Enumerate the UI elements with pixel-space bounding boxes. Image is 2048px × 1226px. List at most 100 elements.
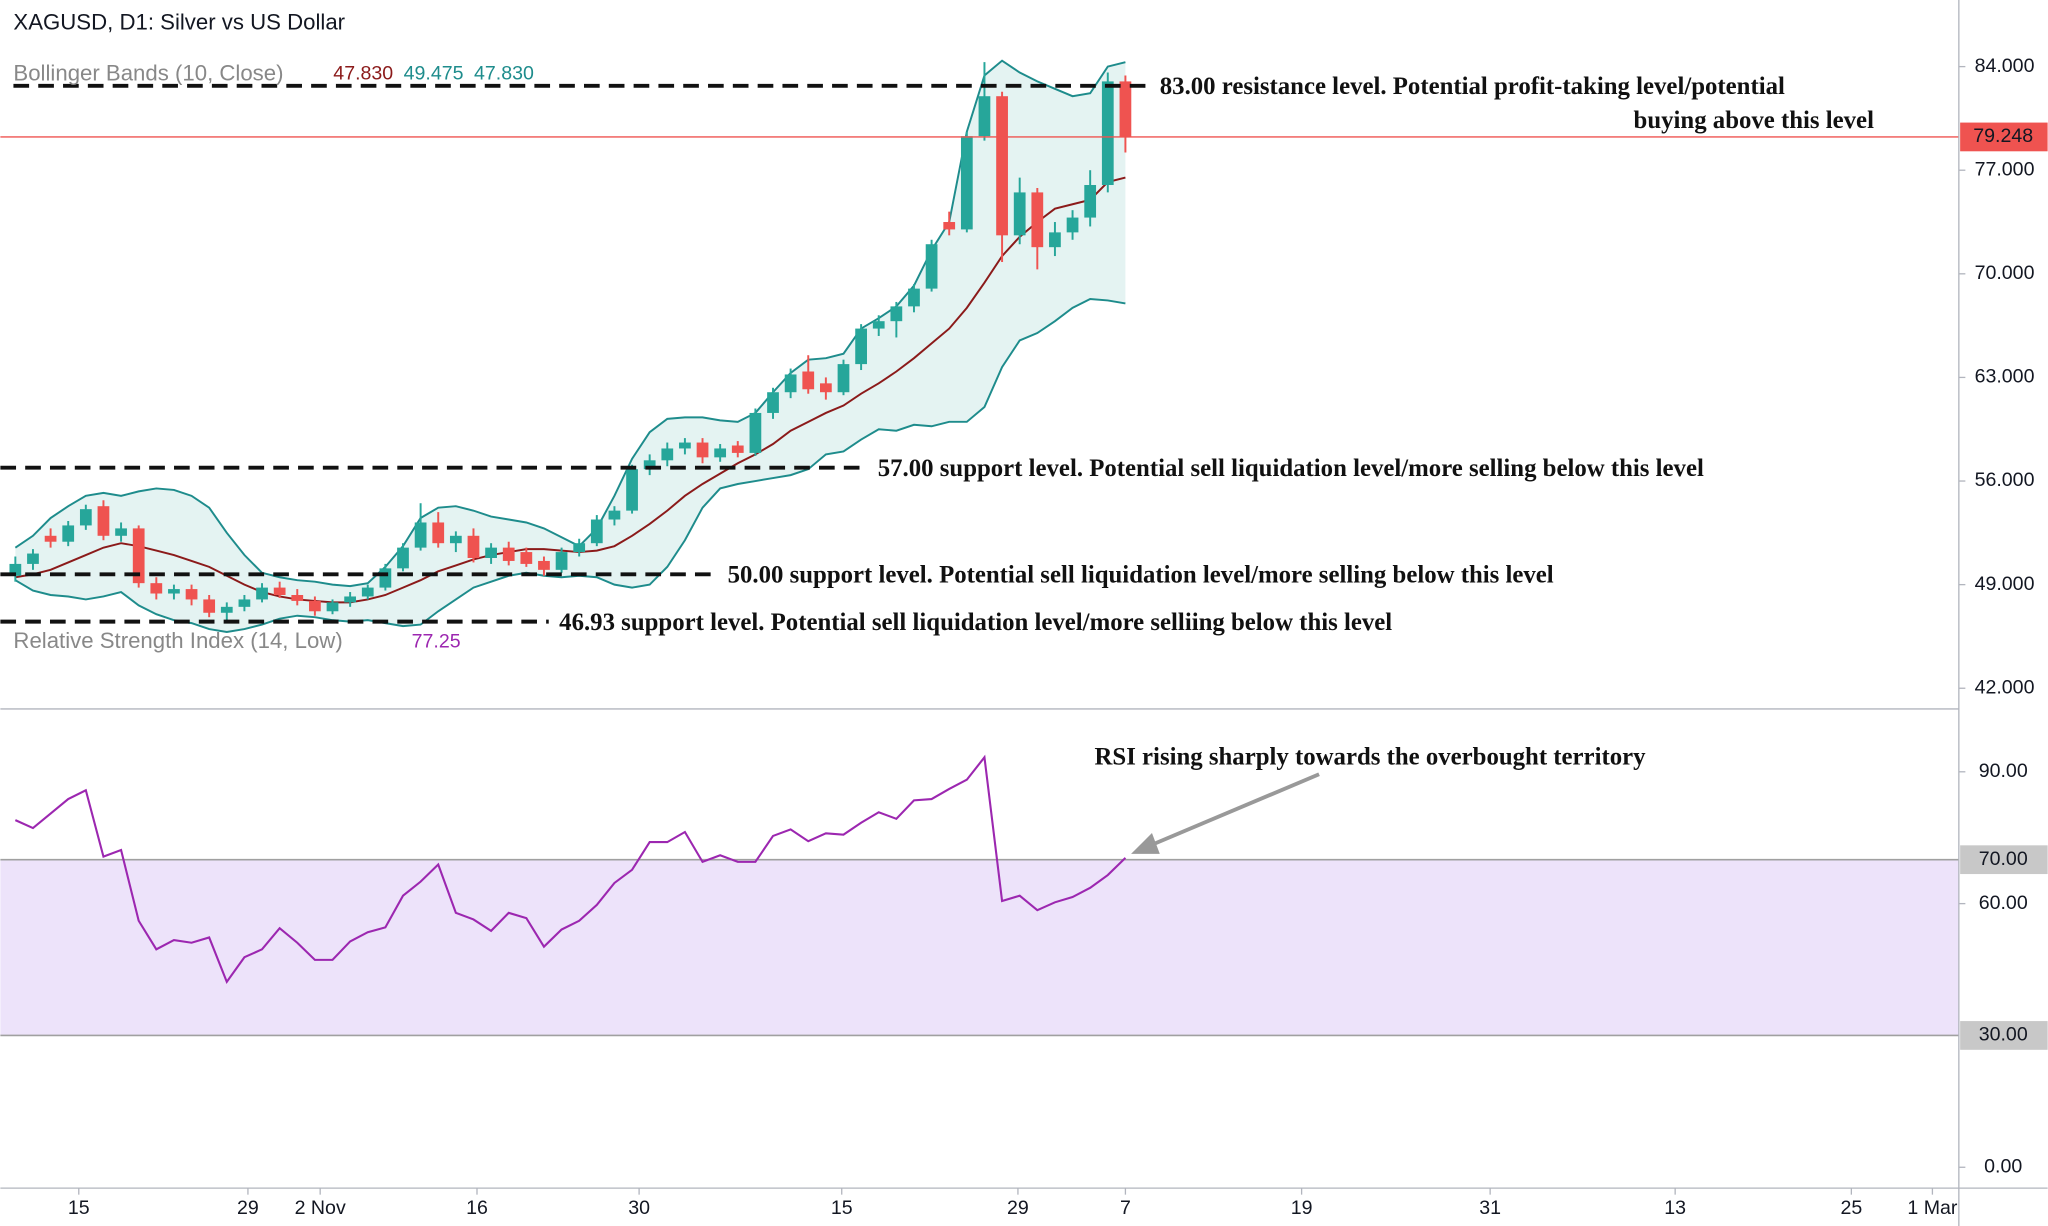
candle-body (943, 222, 956, 230)
candle-body (872, 321, 885, 329)
candle-body (397, 547, 409, 569)
indicator-readout: 49.475 (404, 63, 464, 85)
x-tick-label: 25 (1840, 1197, 1862, 1219)
candle-body (485, 547, 497, 558)
candle-body (79, 509, 92, 526)
x-tick-label: 16 (466, 1197, 488, 1219)
candle-body (802, 371, 815, 390)
candle-body (1119, 81, 1132, 137)
candle-body (538, 560, 550, 570)
rsi-name: Relative Strength Index (14, Low) (13, 628, 342, 653)
candle-body (960, 136, 973, 230)
candle-body (1049, 232, 1061, 248)
candle-body (379, 568, 392, 588)
candle-body (590, 519, 603, 544)
x-tick-label: 19 (1291, 1197, 1313, 1219)
candle-body (784, 374, 797, 393)
candle-body (132, 528, 145, 584)
y-tick-label: 70.000 (1975, 262, 2035, 284)
candle-body (1066, 217, 1079, 233)
band-lower (14, 297, 1126, 633)
candle-body (467, 535, 480, 558)
candle-body (1013, 192, 1026, 236)
candle-body (9, 563, 22, 576)
chart-title: XAGUSD, D1: Silver vs US Dollar (13, 9, 345, 34)
x-tick-label: 29 (1007, 1197, 1029, 1219)
candle-body (908, 288, 920, 307)
rsi-line (14, 754, 1127, 984)
arrow (1151, 772, 1320, 847)
y-tick-label: 60.00 (1979, 892, 2028, 914)
candle-body (819, 383, 832, 393)
last-price-box (1960, 122, 2048, 152)
x-tick-label: 30 (628, 1197, 650, 1219)
candle-body (1031, 192, 1044, 248)
candle-body (44, 535, 57, 542)
candle-body (1101, 81, 1114, 186)
y-tick-label: 77.000 (1975, 158, 2035, 180)
level-annotation: 50.00 support level. Potential sell liqu… (728, 562, 1554, 589)
y-tick-label: 84.000 (1975, 55, 2035, 77)
candle-body (608, 510, 621, 520)
x-tick-label: 31 (1479, 1197, 1501, 1219)
candle-body (238, 599, 251, 607)
candle-body (449, 535, 462, 544)
candle-body (573, 543, 586, 553)
rsi-annotation: RSI rising sharply towards the overbough… (1095, 743, 1647, 770)
candle-body (696, 442, 709, 458)
candle-body (256, 587, 268, 600)
candle-body (626, 469, 638, 511)
rsi-readout: 77.25 (412, 631, 461, 653)
candle-body (62, 525, 75, 542)
rsi-band-box (1960, 845, 2048, 875)
y-tick-label: 56.000 (1975, 469, 2035, 491)
candle-body (520, 552, 533, 564)
y-tick-label: 42.000 (1975, 676, 2035, 698)
level-annotation: buying above this level (1634, 107, 1875, 134)
candle-body (978, 96, 991, 137)
indicator-readout: 47.830 (474, 63, 534, 85)
candle-body (661, 448, 674, 461)
candle-body (309, 600, 321, 612)
indicator-name: Bollinger Bands (10, Close) (13, 60, 283, 85)
candle-body (502, 547, 515, 561)
level-annotation: 83.00 resistance level. Potential profit… (1160, 73, 1785, 100)
arrow-head (1131, 833, 1160, 854)
x-tick-label: 7 (1120, 1197, 1131, 1219)
y-tick-label: 90.00 (1979, 760, 2028, 782)
x-tick-label: 15 (831, 1197, 853, 1219)
candle-body (220, 606, 233, 613)
candle-body (115, 528, 127, 536)
level-annotation: 46.93 support level. Potential sell liqu… (559, 609, 1392, 636)
candle-body (837, 364, 850, 393)
y-tick-label: 63.000 (1975, 366, 2035, 388)
band-basis (15, 176, 1126, 604)
candle-body (925, 244, 938, 289)
candle-body (273, 587, 286, 595)
candle-body (203, 599, 216, 613)
rsi-band-box (1960, 1021, 2048, 1050)
candle-body (1084, 185, 1097, 218)
candle-body (344, 596, 357, 603)
candle-body (361, 587, 374, 597)
indicator-readout: 47.830 (333, 63, 393, 85)
candle-body (731, 445, 744, 453)
candle-body (291, 594, 304, 601)
candle-body (150, 583, 163, 594)
candle-body (185, 589, 198, 600)
candle-body (749, 412, 762, 453)
x-tick-label: 1 Mar (1907, 1197, 1958, 1219)
rsi-band-label: 70.00 (1979, 848, 2028, 870)
last-price-label: 79.248 (1973, 125, 2033, 147)
level-annotation: 57.00 support level. Potential sell liqu… (878, 455, 1704, 482)
candle-body (27, 553, 39, 564)
candle-body (767, 392, 779, 413)
candle-body (890, 306, 903, 322)
candle-body (679, 442, 691, 449)
candle-body (855, 328, 867, 365)
x-tick-label: 29 (237, 1197, 259, 1219)
y-tick-label: 0.00 (1984, 1155, 2022, 1177)
band-upper (14, 59, 1126, 588)
candle-body (996, 96, 1008, 236)
